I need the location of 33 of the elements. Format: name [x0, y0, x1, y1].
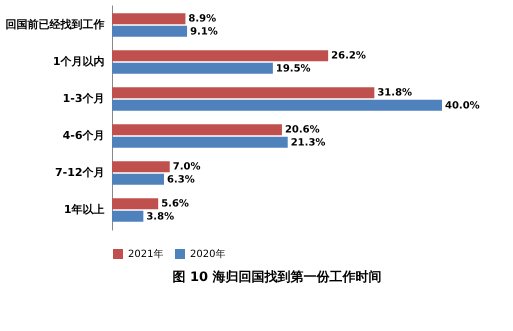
data-label: 9.1% [190, 26, 218, 38]
y-tick-label: 4-6个月 [62, 129, 104, 142]
y-tick-label: 1年以上 [64, 203, 104, 216]
data-label: 21.3% [290, 137, 326, 148]
data-label: 5.6% [161, 198, 189, 210]
bar [112, 124, 282, 136]
data-label: 26.2% [331, 50, 366, 62]
legend-label: 2020年 [190, 248, 226, 260]
bar [112, 26, 188, 37]
bar [112, 174, 164, 185]
bar [112, 87, 374, 98]
bar [112, 50, 328, 62]
y-tick-label: 回国前已经找到工作 [6, 18, 104, 31]
bar [112, 62, 273, 74]
bar [112, 136, 288, 148]
y-tick-label: 7-12个月 [54, 166, 104, 180]
bar [112, 198, 158, 210]
legend-label: 2021年 [128, 248, 164, 260]
y-tick-label: 1-3个月 [62, 92, 104, 105]
data-label: 7.0% [172, 162, 200, 173]
bar [112, 13, 186, 24]
data-label: 3.8% [146, 211, 174, 222]
data-label: 31.8% [377, 88, 412, 99]
data-label: 20.6% [284, 124, 320, 136]
bar [112, 161, 170, 172]
data-label: 6.3% [166, 174, 195, 186]
bar [112, 100, 442, 111]
bar [112, 210, 144, 222]
data-label: 19.5% [276, 63, 311, 74]
y-tick-label: 1个月以内 [52, 54, 104, 68]
text: 图 10 海归回国找到第一份工作时间 [172, 270, 382, 285]
data-label: 8.9% [188, 14, 216, 25]
data-label: 40.0% [445, 100, 480, 112]
